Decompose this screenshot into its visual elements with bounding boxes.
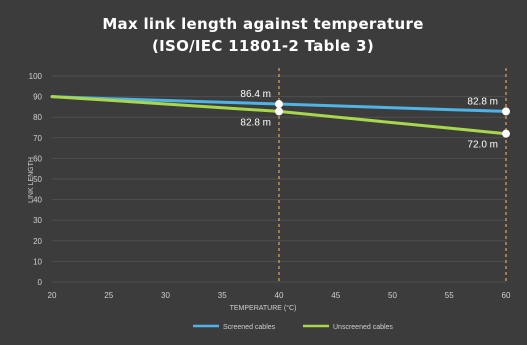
y-tick-label: 80 xyxy=(33,113,42,122)
y-tick-label: 0 xyxy=(38,278,43,287)
legend-label: Screened cables xyxy=(223,324,276,331)
legend: Screened cables Unscreened cables xyxy=(193,324,393,331)
chart-title-line2: (ISO/IEC 11801-2 Table 3) xyxy=(152,37,374,55)
highlight-point xyxy=(275,100,283,109)
x-tick-label: 20 xyxy=(48,291,57,300)
y-tick-label: 100 xyxy=(29,72,43,81)
y-tick-label: 30 xyxy=(33,216,42,225)
y-tick-label: 50 xyxy=(33,175,42,184)
x-tick-label: 40 xyxy=(275,291,284,300)
x-tick-label: 30 xyxy=(161,291,170,300)
y-tick-label: 10 xyxy=(33,257,42,266)
data-label: 82.8 m xyxy=(240,117,271,128)
chart-title-line1: Max link length against temperature xyxy=(102,15,423,33)
x-tick-label: 60 xyxy=(502,291,511,300)
y-axis-label: LINK LENGTH xyxy=(28,157,35,203)
y-tick-label: 90 xyxy=(33,93,42,102)
y-tick-label: 60 xyxy=(33,154,42,163)
x-tick-label: 50 xyxy=(388,291,397,300)
x-tick-label: 25 xyxy=(104,291,113,300)
x-tick-label: 55 xyxy=(445,291,454,300)
data-label: 72.0 m xyxy=(467,140,498,151)
y-tick-label: 40 xyxy=(33,196,42,205)
point-layer xyxy=(275,100,510,138)
y-tick-label: 70 xyxy=(33,134,42,143)
highlight-point xyxy=(502,129,510,138)
x-tick-label: 45 xyxy=(331,291,340,300)
highlight-point xyxy=(275,107,283,116)
annotation-layer: 86.4 m 82.8 m 82.8 m 72.0 m xyxy=(240,89,498,151)
x-tick-label: 35 xyxy=(218,291,227,300)
x-axis-label: TEMPERATURE (°C) xyxy=(230,304,297,312)
data-label: 82.8 m xyxy=(467,96,498,107)
legend-label: Unscreened cables xyxy=(333,324,393,331)
tick-layer: 0 10 20 30 40 50 60 70 80 90 100 20 25 30 35 40 45 50 55 60 xyxy=(29,72,511,300)
data-label: 86.4 m xyxy=(240,89,271,100)
highlight-point xyxy=(502,107,510,116)
y-tick-label: 20 xyxy=(33,237,42,246)
